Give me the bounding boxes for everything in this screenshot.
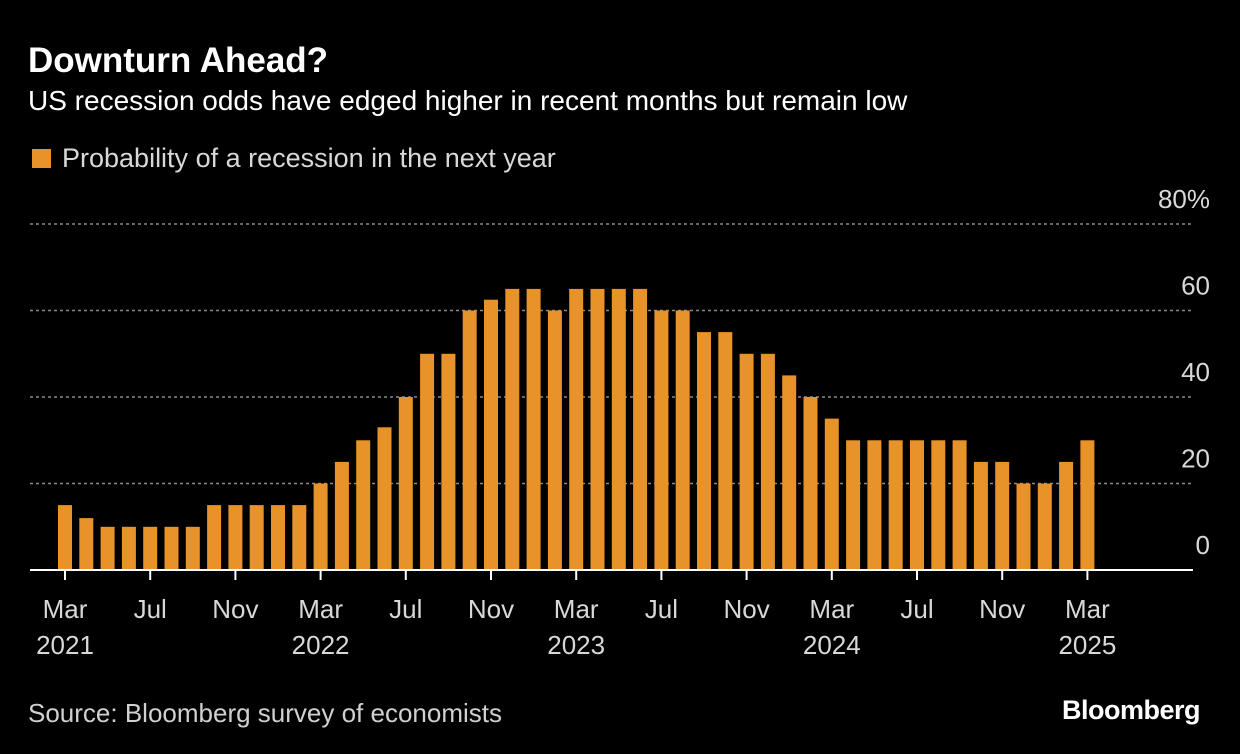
y-tick-label: 0	[1196, 530, 1210, 560]
x-tick-label-month: Mar	[809, 594, 854, 624]
bar	[867, 440, 882, 571]
bar	[718, 332, 733, 570]
bar	[760, 353, 775, 571]
bar	[100, 526, 115, 571]
x-tick-label-month: Jul	[645, 594, 678, 624]
bar	[1080, 440, 1095, 571]
axes	[30, 569, 1193, 580]
bar	[505, 288, 520, 570]
x-tick-label-month: Jul	[900, 594, 933, 624]
y-tick-label: 20	[1181, 444, 1210, 474]
bar	[207, 505, 222, 570]
x-tick-label-year: 2024	[803, 630, 861, 660]
bar	[526, 288, 541, 570]
x-tick-label-month: Jul	[134, 594, 167, 624]
bar	[611, 288, 626, 570]
bar	[143, 526, 158, 571]
source-note: Source: Bloomberg survey of economists	[28, 698, 502, 728]
bar	[1037, 483, 1052, 570]
bar	[185, 526, 200, 571]
x-tick-label-year: 2021	[36, 630, 94, 660]
y-tick-label: 40	[1181, 357, 1210, 387]
tick-labels: 0 20 40 60 80% Mar 2021 Jul Nov Mar 2022 Jul Nov Mar 2…	[36, 184, 1210, 660]
bar	[910, 440, 924, 571]
bar	[58, 505, 72, 570]
x-tick-label-month: Mar	[43, 594, 88, 624]
bar	[462, 310, 477, 570]
x-tick-label-month: Nov	[468, 594, 514, 624]
gridlines	[30, 223, 1193, 485]
bar	[164, 526, 179, 571]
bar	[952, 440, 967, 571]
x-tick-label-month: Nov	[212, 594, 258, 624]
bar	[739, 353, 754, 571]
bar	[633, 288, 648, 570]
legend-swatch	[32, 148, 51, 168]
bar	[782, 375, 797, 570]
x-tick-label-year: 2023	[547, 630, 605, 660]
bar	[697, 332, 711, 570]
bar	[654, 310, 669, 570]
bar	[334, 461, 349, 570]
x-tick-label-month: Nov	[979, 594, 1025, 624]
bar	[675, 310, 690, 570]
bar	[377, 427, 392, 570]
brand-logo: Bloomberg	[1061, 695, 1201, 725]
bar	[398, 397, 413, 570]
x-tick-label-month: Nov	[723, 594, 769, 624]
y-tick-label: 80%	[1158, 184, 1210, 214]
bar	[228, 505, 243, 570]
legend-label: Probability of a recession in the next y…	[62, 143, 556, 173]
bar	[420, 353, 435, 571]
bar	[846, 440, 861, 571]
bar	[995, 461, 1010, 570]
bar	[79, 518, 94, 570]
x-tick-label-month: Mar	[298, 594, 343, 624]
bar	[824, 418, 839, 570]
x-tick-label-year: 2025	[1058, 630, 1116, 660]
bar	[249, 505, 264, 570]
legend: Probability of a recession in the next y…	[32, 142, 556, 174]
bar	[1016, 483, 1031, 570]
bar	[1059, 461, 1074, 570]
bar	[590, 288, 605, 570]
x-tick-label-year: 2022	[292, 630, 350, 660]
x-tick-label-month: Mar	[554, 594, 599, 624]
bar	[356, 440, 371, 571]
chart-subtitle: US recession odds have edged higher in r…	[28, 85, 908, 116]
bar	[271, 505, 285, 570]
bar	[973, 461, 988, 570]
y-tick-label: 60	[1181, 271, 1210, 301]
bar	[931, 440, 946, 571]
bar	[547, 310, 562, 570]
bar	[569, 288, 584, 570]
bar	[888, 440, 903, 571]
bar	[292, 505, 307, 570]
x-tick-label-month: Jul	[389, 594, 422, 624]
chart-title: Downturn Ahead?	[28, 41, 329, 80]
bar	[803, 397, 818, 570]
bar	[441, 353, 456, 571]
bar	[313, 483, 328, 570]
bar	[484, 299, 498, 570]
bars	[58, 288, 1095, 571]
x-tick-label-month: Mar	[1065, 594, 1110, 624]
bar	[121, 526, 136, 571]
